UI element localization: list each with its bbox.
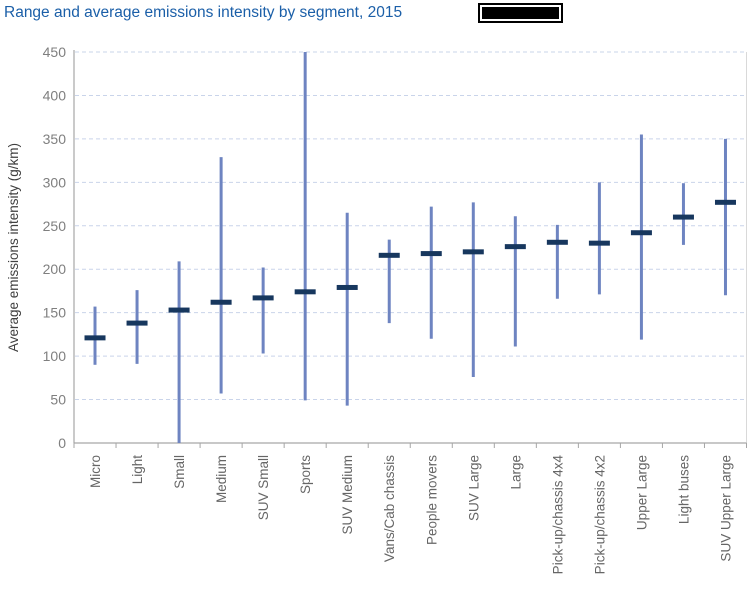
y-tick-label: 100 bbox=[43, 348, 67, 364]
x-category-label: SUV Large bbox=[466, 455, 481, 521]
x-category-label: Light buses bbox=[676, 455, 691, 524]
y-axis-title: Average emissions intensity (g/km) bbox=[6, 143, 21, 352]
average-marker bbox=[672, 214, 694, 220]
average-marker bbox=[336, 284, 358, 290]
x-category-label: Small bbox=[172, 455, 187, 489]
x-category-label: Vans/Cab chassis bbox=[382, 455, 397, 562]
average-marker bbox=[588, 240, 610, 246]
x-category-label: SUV Small bbox=[256, 455, 271, 520]
x-category-label: Upper Large bbox=[634, 455, 649, 530]
average-marker bbox=[378, 252, 400, 258]
y-tick-label: 400 bbox=[43, 87, 67, 103]
average-marker bbox=[294, 289, 316, 295]
average-marker bbox=[504, 244, 526, 250]
chart-title: Range and average emissions intensity by… bbox=[4, 4, 403, 21]
y-tick-label: 0 bbox=[58, 435, 66, 451]
average-marker bbox=[546, 239, 568, 245]
average-marker bbox=[84, 335, 106, 341]
x-category-label: Sports bbox=[298, 455, 313, 494]
x-category-label: Medium bbox=[214, 455, 229, 503]
y-tick-label: 50 bbox=[50, 392, 66, 408]
x-category-label: SUV Medium bbox=[340, 455, 355, 535]
x-category-label: Pick-up/chassis 4x2 bbox=[592, 455, 607, 574]
y-tick-label: 300 bbox=[43, 174, 67, 190]
x-category-label: Micro bbox=[88, 455, 103, 488]
redacted-region bbox=[478, 3, 563, 23]
y-tick-label: 250 bbox=[43, 218, 67, 234]
average-marker bbox=[714, 199, 736, 205]
x-category-label: Pick-up/chassis 4x4 bbox=[550, 455, 565, 575]
average-marker bbox=[210, 299, 232, 305]
average-marker bbox=[630, 230, 652, 236]
x-category-label: Large bbox=[508, 455, 523, 490]
y-tick-label: 200 bbox=[43, 261, 67, 277]
average-marker bbox=[126, 320, 148, 326]
x-category-label: SUV Upper Large bbox=[718, 455, 733, 562]
average-marker bbox=[252, 295, 274, 301]
average-marker bbox=[462, 249, 484, 255]
x-category-label: People movers bbox=[424, 455, 439, 545]
x-category-label: Light bbox=[130, 455, 145, 485]
y-tick-label: 450 bbox=[43, 44, 67, 60]
y-tick-label: 350 bbox=[43, 131, 67, 147]
redaction-inner-frame bbox=[480, 5, 561, 21]
y-tick-label: 150 bbox=[43, 305, 67, 321]
average-marker bbox=[420, 251, 442, 257]
average-marker bbox=[168, 307, 190, 313]
